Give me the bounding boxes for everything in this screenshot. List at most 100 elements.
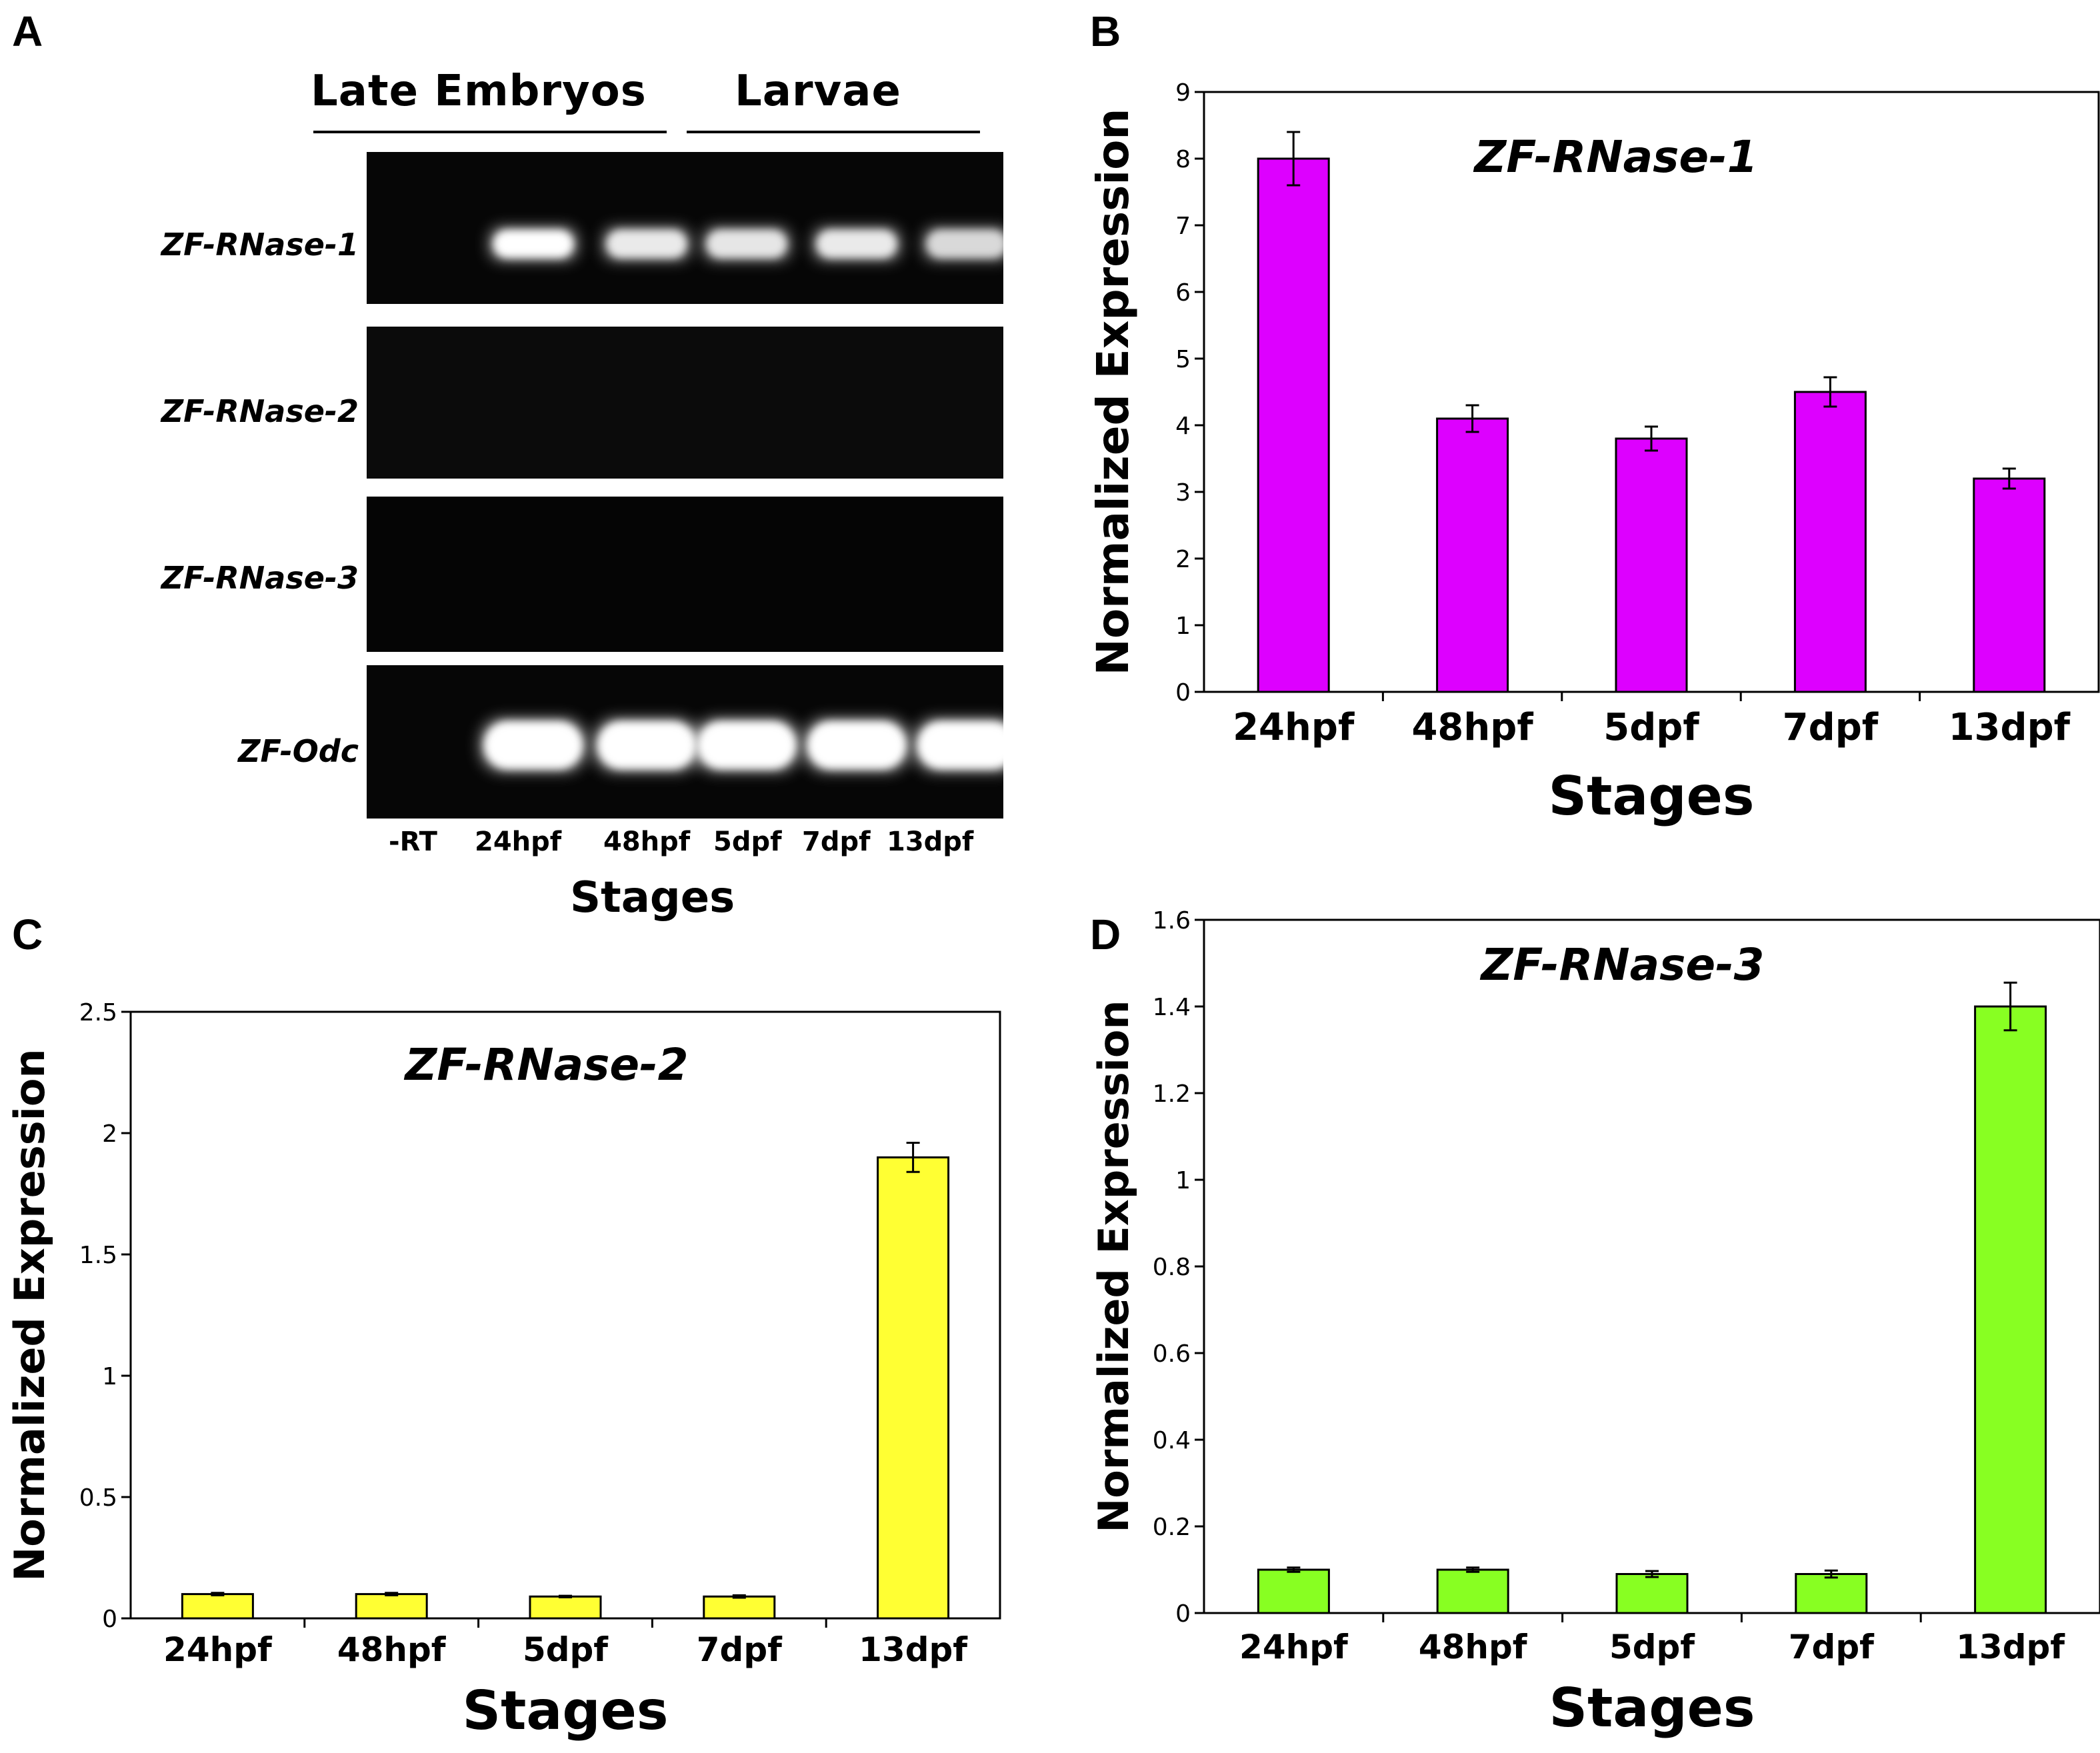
y-tick-label: 0.4 xyxy=(1153,1427,1191,1454)
y-tick-label: 2.5 xyxy=(79,999,117,1026)
y-tick-label: 0 xyxy=(1175,1600,1191,1628)
chart-title: ZF-RNase-2 xyxy=(403,1039,688,1090)
x-axis-label: Stages xyxy=(463,1680,669,1742)
y-tick-label: 1 xyxy=(102,1363,117,1390)
group-label-larvae: Larvae xyxy=(735,67,901,116)
y-tick-label: 5 xyxy=(1175,346,1191,373)
chart-panel-c: 0 0.5 1 1.5 2 2.5 24hpf 48hpf 5dpf 7dpf 13dpf ZF-RN… xyxy=(5,999,1001,1742)
y-tick-label: 1.6 xyxy=(1153,907,1191,934)
bar xyxy=(529,1595,602,1620)
y-tick-label: 1 xyxy=(1175,1167,1191,1194)
gel-band xyxy=(807,721,906,769)
category-label: 24hpf xyxy=(163,1630,273,1669)
gel-band xyxy=(607,230,687,258)
plot-frame xyxy=(1203,918,2100,1614)
category-label: 24hpf xyxy=(1233,706,1355,749)
larvae-rule xyxy=(687,131,980,133)
y-axis-label: Normalized Expression xyxy=(1087,109,1139,676)
bar xyxy=(1795,1573,1868,1614)
bar xyxy=(1793,391,1867,693)
y-tick-label: 1.4 xyxy=(1153,994,1191,1021)
bar xyxy=(703,1595,776,1620)
category-label: 48hpf xyxy=(337,1630,447,1669)
y-axis-label: Normalized Expression xyxy=(1089,1000,1138,1532)
panel-a-xlabel: Stages xyxy=(570,873,735,922)
y-tick-label: 7 xyxy=(1175,213,1191,240)
y-tick-label: 1.5 xyxy=(79,1242,117,1269)
bar xyxy=(877,1156,950,1620)
gel-image xyxy=(367,152,1003,819)
gene-label-rnase-3: ZF-RNase-3 xyxy=(161,560,359,596)
group-label-late-embryos: Late Embryos xyxy=(311,67,647,116)
y-tick-label: 8 xyxy=(1175,146,1191,173)
category-label: 7dpf xyxy=(1783,706,1879,749)
lane-label-minus-rt: -RT xyxy=(389,827,437,857)
plot-frame xyxy=(129,1010,1001,1620)
lane-label-48hpf: 48hpf xyxy=(603,827,691,857)
gene-label-rnase-2: ZF-RNase-2 xyxy=(161,393,359,429)
bar xyxy=(1436,417,1509,693)
bar xyxy=(1615,437,1688,693)
category-label: 13dpf xyxy=(859,1630,968,1669)
y-tick-label: 4 xyxy=(1175,413,1191,440)
category-label: 48hpf xyxy=(1419,1628,1528,1666)
panel-letter-b: B xyxy=(1090,7,1121,55)
category-label: 5dpf xyxy=(523,1630,609,1669)
y-tick-label: 2 xyxy=(102,1120,117,1148)
gel-band xyxy=(927,230,1003,258)
y-tick-label: 0.8 xyxy=(1153,1254,1191,1281)
category-label: 5dpf xyxy=(1609,1628,1695,1666)
lane-label-24hpf: 24hpf xyxy=(475,827,562,857)
gel-strip-rnase-3 xyxy=(367,497,1003,652)
bar xyxy=(355,1593,428,1620)
y-tick-label: 0.2 xyxy=(1153,1514,1191,1541)
bar xyxy=(181,1593,254,1620)
y-tick-label: 0 xyxy=(102,1606,117,1633)
gel-band xyxy=(484,721,583,769)
gel-band xyxy=(493,230,573,258)
y-tick-label: 6 xyxy=(1175,279,1191,307)
y-tick-label: 0.5 xyxy=(79,1484,117,1512)
y-axis-label: Normalized Expression xyxy=(5,1048,54,1581)
chart-title: ZF-RNase-1 xyxy=(1473,131,1757,183)
y-tick-label: 1.2 xyxy=(1153,1080,1191,1108)
y-tick-label: 0.6 xyxy=(1153,1340,1191,1368)
category-label: 7dpf xyxy=(697,1630,783,1669)
category-label: 5dpf xyxy=(1603,706,1699,749)
category-label: 48hpf xyxy=(1411,706,1533,749)
lane-label-5dpf: 5dpf xyxy=(713,827,782,857)
bar xyxy=(1615,1573,1689,1614)
gel-strip-rnase-2 xyxy=(367,327,1003,479)
x-axis-label: Stages xyxy=(1549,765,1755,827)
bar xyxy=(1973,477,2046,693)
y-tick-label: 9 xyxy=(1175,79,1191,107)
category-label: 13dpf xyxy=(1956,1628,2065,1666)
gel-band xyxy=(697,721,796,769)
panel-letter-d: D xyxy=(1090,910,1121,958)
category-label: 7dpf xyxy=(1789,1628,1875,1666)
gene-label-rnase-1: ZF-RNase-1 xyxy=(161,227,359,263)
y-tick-label: 1 xyxy=(1175,613,1191,640)
gel-band xyxy=(817,230,897,258)
lane-label-7dpf: 7dpf xyxy=(802,827,871,857)
late-embryos-rule xyxy=(313,131,667,133)
category-label: 13dpf xyxy=(1949,706,2071,749)
y-tick-label: 3 xyxy=(1175,479,1191,507)
chart-panel-d: 0 0.2 0.4 0.6 0.8 1 1.2 1.4 1.6 24hpf 48hpf 5dpf 7dp… xyxy=(1089,907,2100,1739)
bar xyxy=(1257,1568,1330,1614)
lane-label-13dpf: 13dpf xyxy=(887,827,974,857)
gel-band xyxy=(917,721,1003,769)
gel-band xyxy=(597,721,696,769)
y-tick-label: 2 xyxy=(1175,546,1191,573)
panel-letter-a: A xyxy=(12,7,43,55)
chart-panel-b: 0 1 2 3 4 5 6 7 8 9 24hpf 48hpf 5dpf 7dpf 13dpf ZF-RNas… xyxy=(1087,79,2100,827)
chart-title: ZF-RNase-3 xyxy=(1479,939,1764,990)
gel-band xyxy=(707,230,787,258)
x-axis-label: Stages xyxy=(1549,1677,1755,1739)
bar xyxy=(1257,157,1330,693)
gene-label-odc: ZF-Odc xyxy=(238,733,359,769)
bar xyxy=(1974,1005,2047,1614)
y-tick-label: 0 xyxy=(1175,679,1191,707)
panel-letter-c: C xyxy=(12,910,43,958)
category-label: 24hpf xyxy=(1239,1628,1349,1666)
